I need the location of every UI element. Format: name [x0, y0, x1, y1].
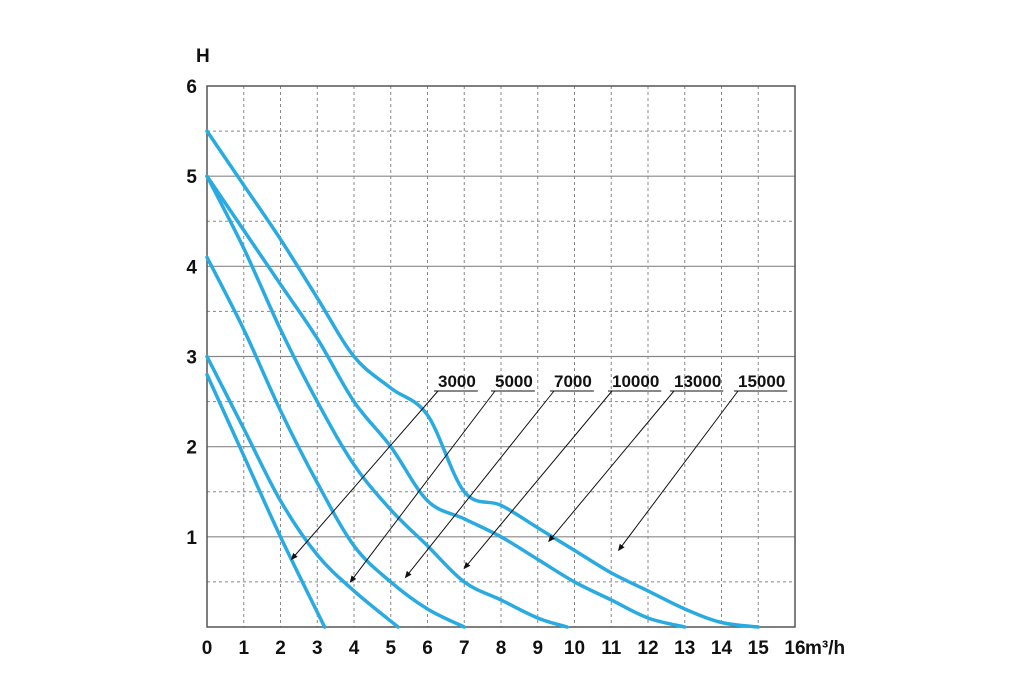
series-line-3000: [205, 372, 327, 629]
leader-arrow-3000: [290, 390, 439, 561]
legend-label-5000: 5000: [495, 372, 533, 391]
series-line-13000: [205, 174, 687, 629]
x-tick-label: 6: [422, 638, 433, 659]
leader-arrow-5000: [349, 390, 496, 583]
x-tick-label: 15: [748, 638, 770, 659]
y-tick-label: 5: [186, 167, 197, 188]
y-tick-label: 3: [186, 348, 197, 369]
y-tick-label: 4: [186, 257, 197, 278]
y-tick-label: 6: [186, 77, 197, 98]
x-tick-label: 12: [637, 638, 658, 659]
x-tick-label: 8: [496, 638, 507, 659]
x-tick-label: 1: [238, 638, 249, 659]
grid: [207, 86, 795, 627]
series-line-7000: [205, 255, 466, 629]
legend-label-15000: 15000: [738, 372, 785, 391]
leader-arrow-10000: [463, 390, 613, 570]
y-axis-tick-labels: 1 2 3 4 5 6: [186, 77, 197, 549]
y-tick-label: 2: [186, 438, 197, 459]
x-tick-label: 3: [312, 638, 323, 659]
y-tick-label: 1: [186, 528, 197, 549]
x-tick-label: 0: [202, 638, 213, 659]
leader-arrow-13000: [548, 390, 675, 543]
legend-label-10000: 10000: [612, 372, 659, 391]
leader-arrow-15000: [618, 390, 739, 552]
x-tick-label: 11: [601, 638, 622, 659]
series-line-15000: [205, 129, 760, 629]
legend-label-3000: 3000: [438, 372, 476, 391]
legend-label-13000: 13000: [674, 372, 721, 391]
x-tick-label: 16: [784, 638, 805, 659]
series-lines: [205, 129, 760, 629]
legend-leader-lines: [290, 390, 739, 583]
x-tick-label: 5: [385, 638, 396, 659]
series-line-5000: [205, 354, 400, 629]
x-tick-label: 4: [349, 638, 360, 659]
x-axis-title: m³/h: [805, 638, 845, 659]
x-tick-label: 2: [275, 638, 286, 659]
series-line-10000: [205, 174, 569, 629]
x-axis-tick-labels: 0 1 2 3 4 5 6 7 8 9 10 11 12 13 14 15 16: [202, 638, 806, 659]
x-tick-label: 13: [674, 638, 695, 659]
x-tick-label: 14: [711, 638, 733, 659]
x-tick-label: 9: [532, 638, 543, 659]
x-tick-label: 7: [459, 638, 470, 659]
leader-arrow-7000: [404, 390, 555, 579]
y-axis-title: H: [196, 46, 210, 67]
x-tick-label: 10: [564, 638, 585, 659]
legend-labels: 3000 5000 7000 10000 13000 15000: [434, 372, 788, 392]
legend-label-7000: 7000: [554, 372, 592, 391]
